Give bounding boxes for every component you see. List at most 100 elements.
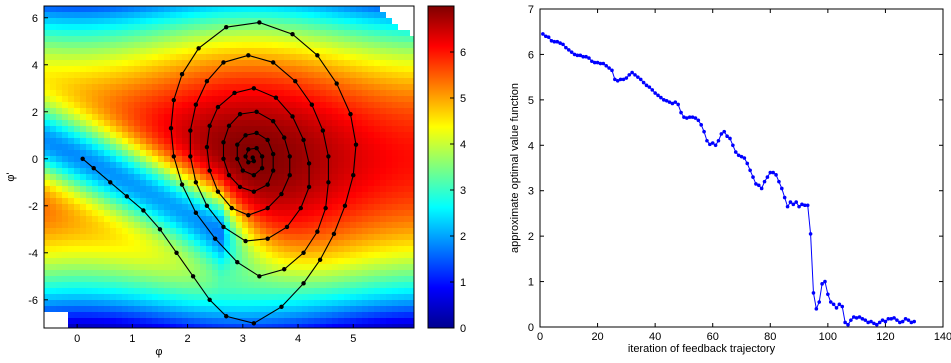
heatmap-cell	[98, 150, 105, 157]
heatmap-cell	[170, 48, 177, 55]
heatmap-cell	[308, 132, 315, 139]
value-series-point	[636, 75, 640, 79]
heatmap-cell	[350, 270, 357, 277]
heatmap-cell	[272, 132, 279, 139]
heatmap-cell	[224, 54, 231, 61]
heatmap-cell	[140, 294, 147, 301]
heatmap-cell	[164, 240, 171, 247]
heatmap-cell	[212, 288, 219, 295]
heatmap-cell	[242, 282, 249, 289]
heatmap-cell	[110, 150, 117, 157]
heatmap-cell	[344, 132, 351, 139]
heatmap-cell	[362, 156, 369, 163]
heatmap-cell	[272, 72, 279, 79]
value-series-point	[549, 39, 554, 43]
heatmap-cell	[140, 222, 147, 229]
heatmap-cell	[188, 78, 195, 85]
heatmap-cell	[326, 246, 333, 253]
heatmap-cell	[404, 6, 411, 13]
heatmap-cell	[224, 108, 231, 115]
heatmap-cell	[134, 132, 141, 139]
heatmap-cell	[146, 120, 153, 127]
heatmap-cell	[104, 36, 111, 43]
heatmap-cell	[134, 60, 141, 67]
heatmap-cell	[146, 60, 153, 67]
heatmap-cell	[266, 156, 273, 163]
value-series-point	[782, 195, 787, 200]
value-series-point	[713, 143, 718, 148]
trajectory-point	[306, 161, 312, 166]
heatmap-cell	[254, 276, 261, 283]
heatmap-cell	[140, 300, 147, 307]
heatmap-cell	[128, 144, 135, 151]
heatmap-cell	[110, 12, 117, 19]
heatmap-cell	[386, 30, 393, 37]
heatmap-cell	[80, 150, 87, 157]
value-series-point	[771, 170, 775, 175]
heatmap-cell	[398, 114, 405, 121]
heatmap-cell	[398, 156, 405, 163]
heatmap-cell	[200, 234, 207, 241]
heatmap-cell	[44, 48, 51, 55]
heatmap-cell	[128, 132, 135, 139]
heatmap-cell	[314, 162, 321, 169]
heatmap-cell	[404, 234, 411, 241]
heatmap-cell	[188, 192, 195, 199]
heatmap-cell	[122, 36, 129, 43]
heatmap-cell	[350, 90, 357, 97]
heatmap-cell	[218, 114, 225, 121]
heatmap-cell	[374, 324, 381, 328]
heatmap-cell	[176, 102, 183, 109]
heatmap-cell	[302, 84, 309, 91]
heatmap-cell	[350, 300, 357, 307]
heatmap-cell	[308, 318, 315, 325]
heatmap-cell	[266, 222, 273, 229]
heatmap-cell	[62, 174, 69, 181]
heatmap-cell	[44, 126, 51, 133]
heatmap-cell	[314, 168, 321, 175]
value-series-point	[777, 179, 781, 184]
heatmap-cell	[98, 48, 105, 55]
heatmap-cell	[92, 6, 99, 13]
heatmap-cell	[296, 174, 303, 181]
heatmap-cell	[272, 264, 279, 271]
heatmap-cell	[140, 168, 147, 175]
heatmap-cell	[362, 174, 369, 181]
heatmap-cell	[182, 144, 189, 151]
heatmap-cell	[338, 168, 345, 175]
heatmap-cell	[356, 294, 363, 301]
heatmap-cell	[62, 132, 69, 139]
heatmap-cell	[92, 186, 99, 193]
heatmap-cell	[206, 48, 213, 55]
heatmap-cell	[86, 30, 93, 37]
heatmap-cell	[344, 234, 351, 241]
heatmap-cell	[74, 252, 81, 259]
trajectory-point	[221, 60, 226, 65]
heatmap-cell	[266, 192, 273, 199]
heatmap-cell	[194, 36, 201, 43]
heatmap-cell	[386, 204, 393, 211]
heatmap-cell	[380, 228, 387, 235]
heatmap-cell	[92, 108, 99, 115]
heatmap-cell	[242, 198, 249, 205]
value-function-panel: 0 20 40 60 80 100 120 140 0 1 2 3 4 5 6 7 iteration of …	[478, 0, 951, 358]
heatmap-cell	[116, 72, 123, 79]
heatmap-cell	[86, 42, 93, 49]
heatmap-cell	[104, 78, 111, 85]
heatmap-cell	[50, 222, 57, 229]
heatmap-cell	[404, 24, 411, 31]
heatmap-cell	[410, 234, 414, 241]
heatmap-cell	[368, 300, 375, 307]
heatmap-cell	[260, 150, 267, 157]
heatmap-cell	[410, 18, 414, 25]
heatmap-cell	[62, 72, 69, 79]
value-series-point	[811, 291, 816, 295]
heatmap-x-tick-label: 2	[185, 333, 191, 345]
heatmap-cell	[302, 150, 309, 157]
heatmap-cell	[260, 234, 267, 241]
heatmap-cell	[284, 288, 291, 295]
heatmap-cell	[116, 84, 123, 91]
heatmap-cell	[278, 54, 285, 61]
heatmap-cell	[272, 300, 279, 307]
trajectory-point	[246, 147, 251, 152]
